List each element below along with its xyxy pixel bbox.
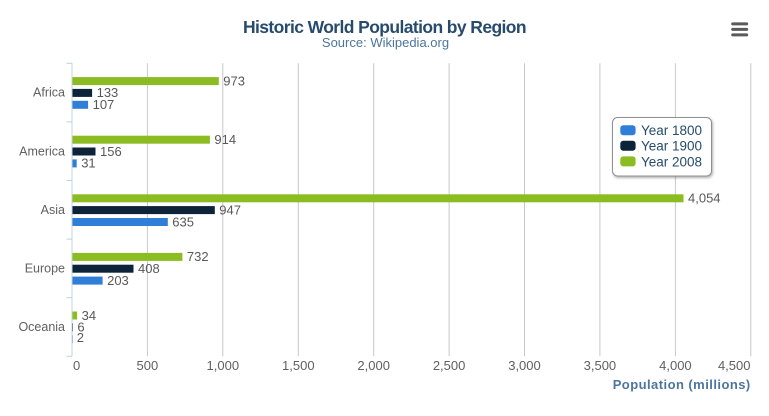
svg-text:4,000: 4,000 — [659, 358, 692, 373]
svg-text:Oceania: Oceania — [18, 320, 65, 334]
svg-text:34: 34 — [82, 308, 96, 323]
svg-text:635: 635 — [172, 214, 194, 229]
svg-text:500: 500 — [137, 358, 159, 373]
svg-text:Year 1900: Year 1900 — [641, 139, 702, 154]
svg-text:3,500: 3,500 — [584, 358, 617, 373]
svg-text:107: 107 — [93, 97, 115, 112]
svg-text:Source: Wikipedia.org: Source: Wikipedia.org — [322, 35, 449, 50]
svg-text:4,054: 4,054 — [688, 191, 721, 206]
svg-text:4,500: 4,500 — [718, 358, 751, 373]
svg-text:Year 1800: Year 1800 — [641, 123, 702, 138]
svg-text:Historic World Population by R: Historic World Population by Region — [243, 17, 526, 37]
svg-text:2,000: 2,000 — [357, 358, 390, 373]
svg-text:408: 408 — [138, 261, 160, 276]
svg-text:1,500: 1,500 — [282, 358, 315, 373]
svg-text:Africa: Africa — [33, 86, 65, 100]
svg-text:6: 6 — [77, 320, 84, 335]
svg-text:31: 31 — [81, 156, 95, 171]
svg-text:3,000: 3,000 — [508, 358, 541, 373]
svg-text:Asia: Asia — [41, 203, 65, 217]
svg-text:2,500: 2,500 — [433, 358, 466, 373]
svg-text:203: 203 — [107, 273, 129, 288]
svg-text:156: 156 — [100, 144, 122, 159]
svg-text:America: America — [19, 144, 65, 158]
svg-text:Europe: Europe — [25, 262, 65, 276]
svg-text:2: 2 — [77, 330, 84, 345]
svg-text:133: 133 — [97, 85, 119, 100]
svg-text:732: 732 — [187, 249, 209, 264]
svg-text:Population (millions): Population (millions) — [613, 377, 751, 392]
svg-text:0: 0 — [73, 358, 80, 373]
svg-text:947: 947 — [219, 202, 241, 217]
svg-text:973: 973 — [223, 73, 245, 88]
svg-text:Year 2008: Year 2008 — [641, 154, 702, 169]
svg-text:1,000: 1,000 — [207, 358, 240, 373]
svg-text:914: 914 — [214, 132, 236, 147]
